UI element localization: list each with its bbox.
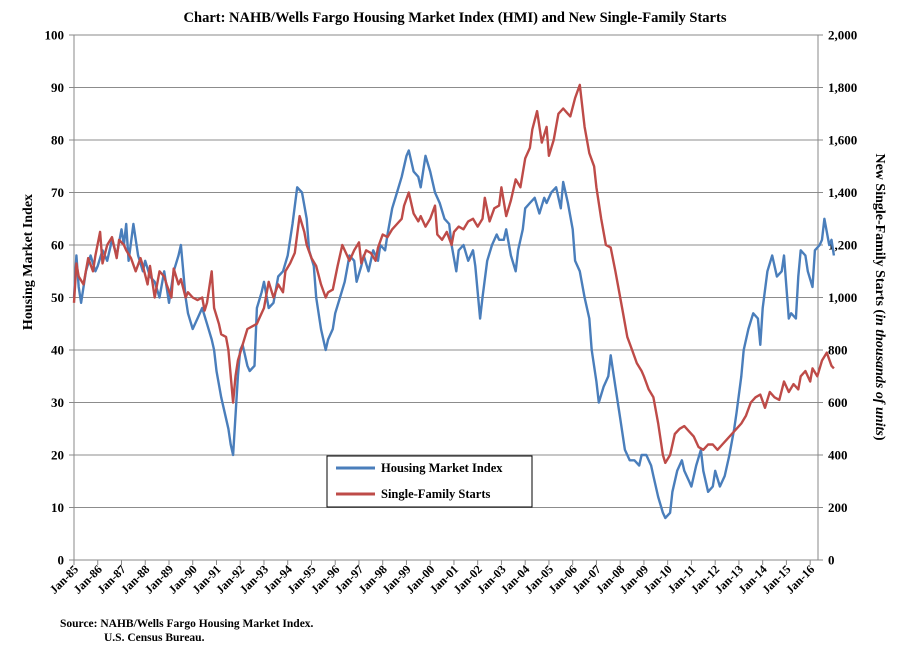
- right-tick-label: 1,200: [828, 238, 857, 253]
- right-axis-label-suffix: ): [872, 436, 887, 441]
- right-tick-label: 400: [828, 448, 848, 463]
- left-tick-label: 60: [51, 238, 64, 253]
- left-tick-label: 30: [51, 395, 64, 410]
- right-tick-label: 1,000: [828, 290, 857, 305]
- starts-series-line: [72, 83, 835, 465]
- left-tick-label: 70: [51, 185, 64, 200]
- left-tick-label: 10: [51, 500, 64, 515]
- legend-label-starts: Single-Family Starts: [381, 487, 491, 501]
- left-tick-label: 100: [45, 28, 65, 43]
- legend-box: [326, 455, 533, 508]
- left-tick-label: 0: [58, 553, 65, 568]
- left-tick-label: 80: [51, 133, 64, 148]
- right-tick-label: 0: [828, 553, 835, 568]
- left-tick-label: 40: [51, 343, 64, 358]
- source-line-2: U.S. Census Bureau.: [104, 632, 205, 644]
- right-tick-label: 1,800: [828, 80, 857, 95]
- x-axis-ticks: Jan-85Jan-86Jan-87Jan-88Jan-89Jan-90Jan-…: [47, 560, 817, 597]
- hmi-series-line: [72, 149, 836, 520]
- right-tick-label: 2,000: [828, 28, 857, 43]
- right-tick-label: 1,400: [828, 185, 857, 200]
- right-axis-label: New Single-Family Starts (in thousands o…: [872, 153, 887, 440]
- gridlines: [74, 87, 818, 508]
- source-line-1: Source: NAHB/Wells Fargo Housing Market …: [60, 618, 314, 630]
- right-tick-label: 1,600: [828, 133, 857, 148]
- legend-label-hmi: Housing Market Index: [381, 461, 503, 475]
- right-axis-label-prefix: New Single-Family Starts (: [872, 153, 887, 314]
- left-tick-label: 90: [51, 80, 64, 95]
- right-tick-label: 200: [828, 500, 848, 515]
- left-tick-label: 20: [51, 448, 64, 463]
- legend: Housing Market Index Single-Family Start…: [326, 455, 533, 508]
- right-axis-ticks: 0 200 400 600 800 1,000 1,200 1,400 1,600 1,800 2,…: [818, 28, 857, 568]
- left-tick-label: 50: [51, 290, 64, 305]
- right-axis-label-italic: in thousands of units: [872, 314, 887, 436]
- chart-title: Chart: NAHB/Wells Fargo Housing Market I…: [184, 10, 727, 26]
- left-axis-label: Housing Market Index: [21, 194, 36, 330]
- left-axis-ticks: 0 10 20 30 40 50 60 70 80 90 100: [45, 28, 74, 568]
- right-tick-label: 600: [828, 395, 848, 410]
- right-tick-label: 800: [828, 343, 848, 358]
- series-lines: [72, 83, 836, 520]
